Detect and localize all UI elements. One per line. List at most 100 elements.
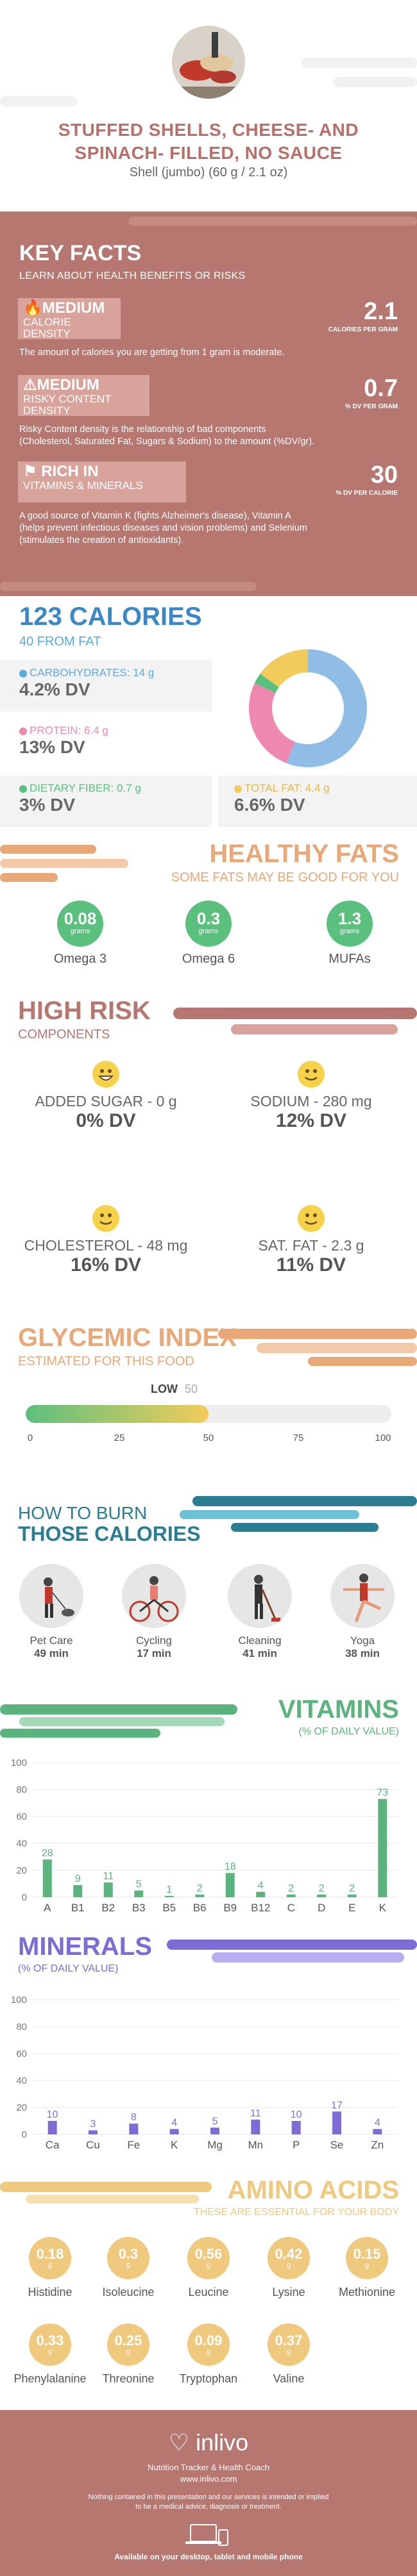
decorative-stripes <box>173 1008 417 1035</box>
protein-dot-icon <box>19 727 27 735</box>
decorative-stripe <box>0 582 257 591</box>
footer-available: Available on your desktop, tablet and mo… <box>114 2552 303 2561</box>
x-tick-label: Se <box>330 2139 344 2151</box>
fact-name: VITAMINS & MINERALS <box>23 479 143 492</box>
bar-value-label: 4 <box>258 1881 264 1891</box>
bar-value-label: 1 <box>166 1884 172 1895</box>
amino-threonine: 0.25 g Threonine <box>90 2323 167 2386</box>
fact-unit: % DV PER GRAM <box>345 403 398 410</box>
macro-carbohydrates: CARBOHYDRATES: 14 g 4.2% DV <box>0 660 212 711</box>
glycemic-index-section: GLYCEMIC INDEX ESTIMATED FOR THIS FOOD L… <box>0 1314 417 1455</box>
amino-unit: g <box>286 2261 291 2269</box>
macro-fiber: DIETARY FIBER: 0.7 g 3% DV <box>0 776 212 827</box>
calories-section: 123 CALORIES 40 FROM FAT CARBOHYDRATES: … <box>0 596 417 827</box>
footer-url[interactable]: www.inlivo.com <box>180 2474 237 2484</box>
bar-value-label: 18 <box>225 1861 236 1872</box>
bar-value-label: 2 <box>288 1883 294 1894</box>
burn-yoga: Yoga 38 min <box>314 1564 411 1660</box>
amino-unit: g <box>206 2348 211 2356</box>
amino-name: Phenylalanine <box>13 2372 87 2385</box>
bar-Zn <box>373 2129 382 2134</box>
x-tick-label: C <box>287 1902 295 1914</box>
flame-icon: 🔥 <box>23 299 42 317</box>
bar-value-label: 2 <box>197 1883 203 1894</box>
bar-K <box>378 1799 387 1897</box>
amino-value: 0.25 <box>114 2332 142 2348</box>
amino-name: Histidine <box>28 2286 72 2298</box>
y-tick-label: 0 <box>22 2129 27 2140</box>
x-tick-label: B3 <box>132 1902 146 1914</box>
bar-Mg <box>210 2127 219 2134</box>
cycling-icon <box>122 1564 186 1628</box>
dog-walking-icon <box>19 1564 83 1628</box>
vitamins-title: VITAMINS <box>278 1695 399 1724</box>
amino-valine: 0.37 g Valine <box>250 2323 327 2386</box>
macro-label: TOTAL FAT: 4.4 g <box>244 782 330 794</box>
y-tick-label: 40 <box>16 2075 27 2086</box>
amino-unit: g <box>47 2261 53 2269</box>
fat-badge: 1.3 grams <box>327 901 373 947</box>
x-tick-label: B12 <box>251 1902 270 1914</box>
amino-unit: g <box>126 2348 131 2356</box>
fat-omega6: 0.3 grams Omega 6 <box>164 901 253 967</box>
fact-description-line: (helps prevent infectious diseases and v… <box>19 523 307 533</box>
macro-fat: TOTAL FAT: 4.4 g 6.6% DV <box>218 776 417 827</box>
bar-Cu <box>89 2130 98 2134</box>
bar-B1 <box>73 1885 83 1897</box>
healthy-fats-title: HEALTHY FATS <box>209 840 399 868</box>
glycemic-bar-fill <box>26 1405 208 1423</box>
activity-time: 41 min <box>243 1647 277 1659</box>
bar-value-label: 17 <box>331 2100 343 2111</box>
fat-badge: 0.3 grams <box>185 901 232 947</box>
glycemic-tick: 100 <box>375 1433 391 1443</box>
fact-description: A good source of Vitamin K (fights Alzhe… <box>19 510 404 547</box>
calories-title: 123 CALORIES <box>19 602 202 631</box>
x-tick-label: B1 <box>71 1902 85 1914</box>
yoga-icon <box>330 1564 395 1628</box>
risk-label: ADDED SUGAR - 0 g <box>35 1093 177 1109</box>
activity-name: Cycling <box>136 1634 172 1647</box>
y-tick-label: 100 <box>11 1995 27 2006</box>
high-risk-section: HIGH RISK COMPONENTS ADDED SUGAR - 0 g 0… <box>0 987 417 1314</box>
bar-value-label: 11 <box>250 2108 261 2119</box>
y-tick-label: 100 <box>11 1757 27 1768</box>
bar-value-label: 73 <box>377 1788 388 1799</box>
x-tick-label: Mg <box>207 2139 223 2151</box>
glycemic-tick: 50 <box>203 1433 214 1443</box>
calorie-density-tag: 🔥MEDIUM CALORIE DENSITY <box>18 298 121 340</box>
x-tick-label: B5 <box>162 1902 176 1914</box>
heart-logo-icon: ♡ <box>168 2429 190 2456</box>
amino-name: Leucine <box>188 2286 229 2298</box>
burn-pet-care: Pet Care 49 min <box>3 1564 99 1660</box>
risk-added-sugar: ADDED SUGAR - 0 g 0% DV <box>10 1061 202 1132</box>
bar-value-label: 4 <box>171 2118 177 2129</box>
amino-unit: g <box>286 2348 291 2356</box>
bar-B2 <box>103 1882 113 1897</box>
fat-dot-icon <box>234 785 242 793</box>
donut-slice-fat <box>260 649 308 688</box>
risk-dv: 11% DV <box>276 1254 346 1276</box>
amino-phenylalanine: 0.33 g Phenylalanine <box>12 2323 89 2386</box>
grinning-face-icon <box>92 1061 119 1088</box>
fat-unit: grams <box>339 927 360 935</box>
amino-acids-section: AMINO ACIDS THESE ARE ESSENTIAL FOR YOUR… <box>0 2173 417 2410</box>
footer-disclaimer-line: to be a medical advice, diagnosis or tre… <box>135 2503 282 2511</box>
y-tick-label: 60 <box>16 2048 27 2059</box>
glycemic-tick: 0 <box>27 1433 33 1443</box>
fat-badge: 0.08 grams <box>57 901 103 947</box>
bar-Mn <box>251 2119 260 2134</box>
fat-value: 1.3 <box>337 909 362 928</box>
brand-logo[interactable]: ♡ inlivo <box>0 2429 417 2456</box>
fat-value: 0.3 <box>196 909 221 928</box>
activity-name: Yoga <box>350 1634 375 1647</box>
bar-B12 <box>256 1891 266 1897</box>
brand-name: inlivo <box>196 2429 249 2456</box>
amino-value: 0.37 <box>275 2332 303 2348</box>
footer-tagline: Nutrition Tracker & Health Coach <box>147 2463 270 2472</box>
minerals-bar-chart: 0 20 40 60 80 100 10 Ca 3 Cu 8 Fe 4 K 5 Mg 11 Mn 10 P 17 Se 4 Z… <box>11 1995 398 2151</box>
key-facts-title: KEY FACTS <box>19 241 142 265</box>
bar-B5 <box>164 1895 174 1897</box>
amino-badge: 0.42 g <box>268 2237 310 2279</box>
calories-subtitle: 40 FROM FAT <box>19 635 101 649</box>
x-tick-label: Cu <box>86 2139 100 2151</box>
